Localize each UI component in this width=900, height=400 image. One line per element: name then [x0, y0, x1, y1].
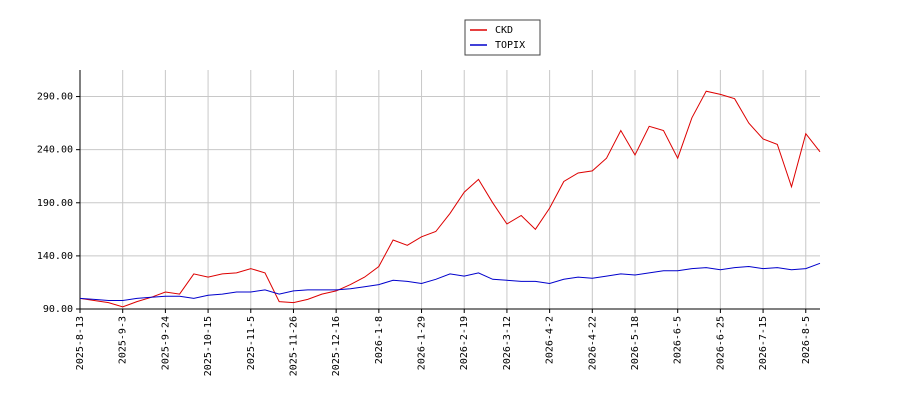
x-tick-label: 2026-5-18: [630, 316, 641, 370]
y-tick-label: 90.00: [43, 304, 73, 315]
x-tick-label: 2025-12-16: [331, 316, 342, 376]
legend-label: TOPIX: [495, 40, 525, 51]
legend-label: CKD: [495, 25, 513, 36]
x-tick-label: 2026-1-29: [417, 316, 428, 370]
x-tick-label: 2025-10-15: [203, 316, 214, 376]
x-tick-label: 2026-4-22: [587, 316, 598, 370]
x-tick-label: 2026-1-8: [374, 316, 385, 364]
y-tick-label: 140.00: [37, 251, 73, 262]
x-tick-label: 2026-6-25: [715, 316, 726, 370]
legend: CKD TOPIX: [464, 19, 541, 56]
x-tick-label: 2026-3-12: [502, 316, 513, 370]
y-tick-label: 240.00: [37, 145, 73, 156]
legend-box: [464, 19, 541, 56]
x-tick-label: 2025-9-24: [160, 316, 171, 370]
y-tick-label: 290.00: [37, 92, 73, 103]
line-series: [79, 90, 821, 308]
x-tick-label: 2025-11-5: [246, 316, 257, 370]
y-tick-label: 190.00: [37, 198, 73, 209]
line-series: [79, 262, 821, 301]
x-tick-label: 2026-4-2: [545, 316, 556, 364]
x-tick-label: 2026-7-15: [758, 316, 769, 370]
x-tick-label: 2026-8-5: [801, 316, 812, 364]
x-tick-label: 2025-11-26: [288, 316, 299, 376]
x-tick-label: 2026-6-5: [673, 316, 684, 364]
x-tick-label: 2026-2-19: [459, 316, 470, 370]
x-tick-label: 2025-8-13: [75, 316, 86, 370]
x-tick-label: 2025-9-3: [118, 316, 129, 364]
